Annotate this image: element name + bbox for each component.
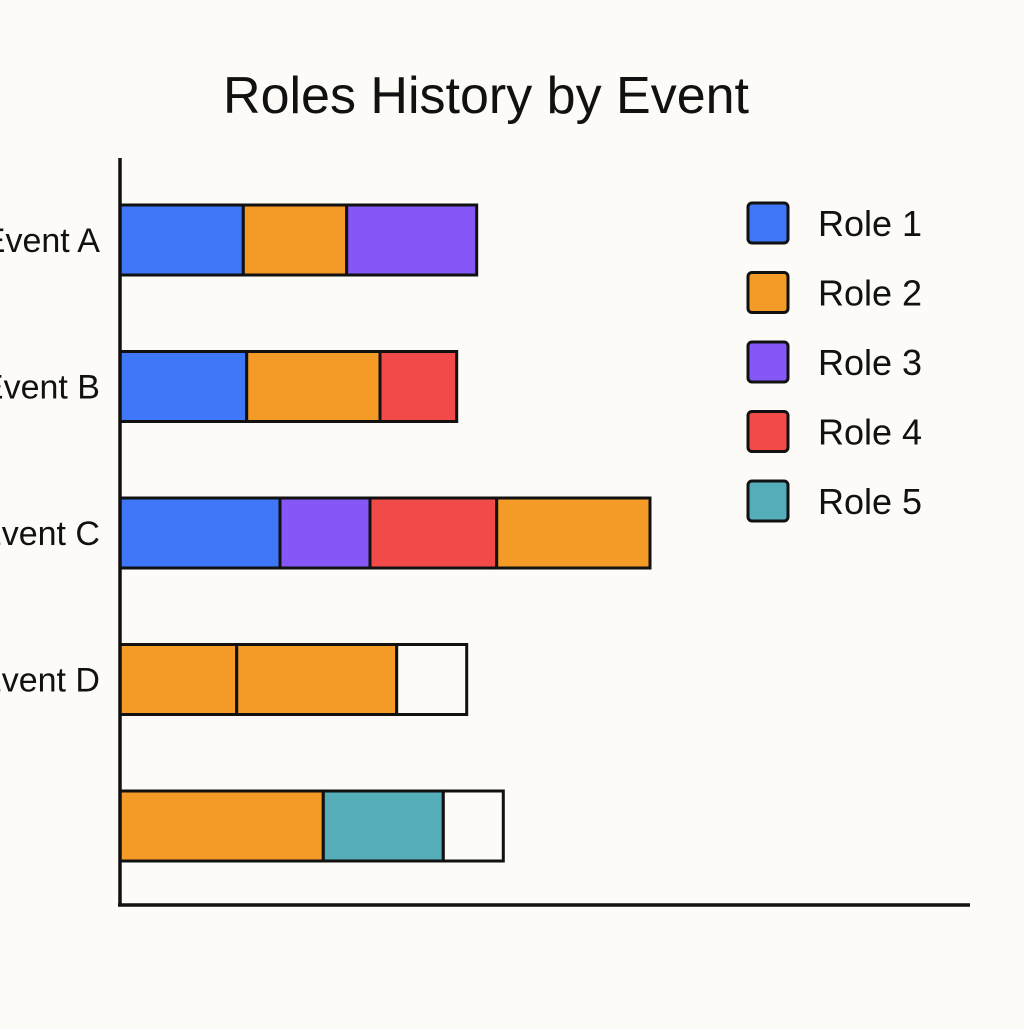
bar-group-unlabeled xyxy=(118,789,505,863)
bar-segment-event-c-role-4-2 xyxy=(368,496,499,570)
bar-segment-unlabeled-empty-2 xyxy=(441,789,505,863)
bar-segment-event-a-role-2-1 xyxy=(241,203,349,277)
bars-layer xyxy=(118,203,652,863)
category-label-event-b: Event B xyxy=(0,369,100,407)
bar-segment-event-b-role-1-0 xyxy=(118,350,249,423)
bar-segment-event-b-role-4-2 xyxy=(378,350,459,423)
bar-segment-event-d-role-2-0 xyxy=(118,643,239,716)
legend-item-role-5: Role 5 xyxy=(746,479,922,523)
legend: Role 1 Role 2 Role 3 Role 4 Role 5 xyxy=(746,201,922,523)
category-label-event-c: Event C xyxy=(0,515,100,553)
legend-swatch-role-2 xyxy=(746,271,790,314)
legend-swatch-role-5 xyxy=(746,479,790,523)
bar-segment-event-c-role-2-3 xyxy=(495,496,652,570)
legend-label-role-5: Role 5 xyxy=(818,481,922,522)
legend-item-role-4: Role 4 xyxy=(746,410,922,453)
bar-segment-event-c-role-3-1 xyxy=(278,496,372,570)
axes xyxy=(118,158,970,907)
bar-group-event-c xyxy=(118,496,652,570)
bar-group-event-d xyxy=(118,643,469,716)
bar-segment-event-a-role-1-0 xyxy=(118,203,245,277)
category-labels: Event A Event B Event C Event D xyxy=(0,222,100,700)
legend-label-role-3: Role 3 xyxy=(818,342,922,383)
legend-item-role-1: Role 1 xyxy=(746,201,922,245)
legend-swatch-role-4 xyxy=(746,410,790,453)
category-label-event-d: Event D xyxy=(0,662,100,700)
bar-segment-event-d-role-2-1 xyxy=(235,643,399,716)
legend-label-role-2: Role 2 xyxy=(818,273,922,314)
legend-label-role-1: Role 1 xyxy=(818,203,922,244)
bar-segment-event-a-role-3-2 xyxy=(345,203,479,277)
category-label-event-a: Event A xyxy=(0,222,100,260)
legend-label-role-4: Role 4 xyxy=(818,412,922,453)
legend-item-role-2: Role 2 xyxy=(746,271,922,314)
chart-title: Roles History by Event xyxy=(223,67,750,125)
bar-segment-event-b-role-2-1 xyxy=(245,350,382,423)
legend-swatch-role-1 xyxy=(746,201,790,245)
bar-group-event-a xyxy=(118,203,479,277)
bar-group-event-b xyxy=(118,350,459,423)
bar-segment-unlabeled-role-2-0 xyxy=(118,789,325,863)
legend-swatch-role-3 xyxy=(746,340,790,384)
bar-segment-event-c-role-1-0 xyxy=(118,496,282,570)
legend-item-role-3: Role 3 xyxy=(746,340,922,384)
bar-segment-event-d-empty-2 xyxy=(395,643,469,716)
bar-segment-unlabeled-role-5-1 xyxy=(321,789,445,863)
